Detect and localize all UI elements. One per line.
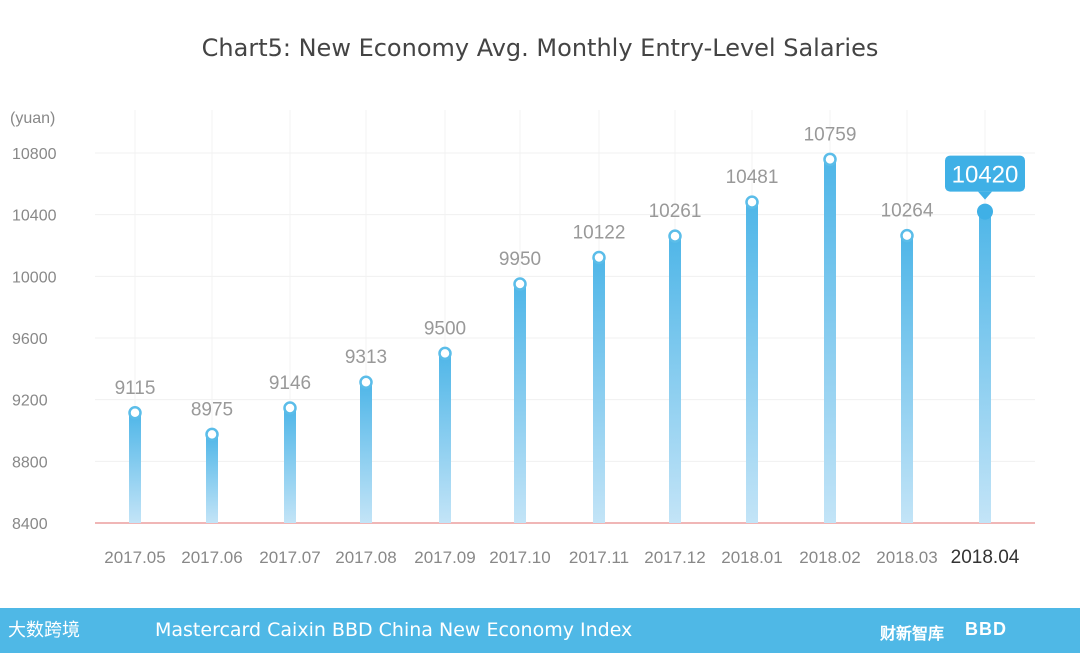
x-tick-label: 2017.09 <box>414 548 475 567</box>
footer-bar: 大数跨境 Mastercard Caixin BBD China New Eco… <box>0 608 1080 653</box>
data-point <box>823 152 837 167</box>
x-tick-label: 2018.04 <box>951 547 1020 568</box>
bar <box>824 159 836 523</box>
x-tick-label: 2017.05 <box>104 548 165 567</box>
footer-brand-caixin: 财新智库 <box>880 626 945 643</box>
bar-chart: 8400 8800 9200 9600 10000 10400 10800 (yuan) 911… <box>10 110 1035 568</box>
y-tick-label: 10800 <box>12 146 57 163</box>
bar <box>284 407 296 523</box>
data-label: 9313 <box>345 347 387 368</box>
bar <box>360 382 372 523</box>
x-tick-label: 2017.11 <box>569 548 629 567</box>
data-label: 10122 <box>573 223 626 244</box>
y-tick-label: 10400 <box>12 208 57 225</box>
x-tick-label: 2018.01 <box>721 548 782 567</box>
data-label: 10261 <box>649 201 702 222</box>
data-label: 9115 <box>115 378 156 399</box>
footer-logo: 大数跨境 <box>8 620 80 641</box>
data-point <box>745 195 759 209</box>
x-tick-label: 2017.12 <box>644 548 705 567</box>
x-tick-label: 2017.07 <box>259 548 320 567</box>
footer-source: Mastercard Caixin BBD China New Economy … <box>155 619 633 641</box>
data-point <box>283 401 297 415</box>
data-label: 10420 <box>952 162 1019 189</box>
data-label: 10481 <box>726 167 779 188</box>
highlight-callout-pointer <box>978 191 992 200</box>
bar <box>206 434 218 523</box>
y-tick-label: 8400 <box>12 516 48 533</box>
data-point <box>205 427 219 442</box>
y-tick-label: 9200 <box>12 393 48 410</box>
bar <box>439 353 451 523</box>
data-point <box>128 406 142 420</box>
y-tick-label: 10000 <box>12 269 57 286</box>
chart-title: Chart5: New Economy Avg. Monthly Entry-L… <box>201 34 879 62</box>
data-label: 10759 <box>804 124 857 145</box>
bar <box>514 284 526 523</box>
data-point <box>513 277 527 291</box>
data-label: 9500 <box>424 318 466 339</box>
data-point <box>438 346 452 361</box>
y-axis-label: (yuan) <box>10 110 55 127</box>
bar <box>129 412 141 523</box>
bar <box>746 202 758 523</box>
bar <box>669 236 681 524</box>
y-tick-label: 8800 <box>12 454 48 471</box>
data-label: 8975 <box>191 399 233 420</box>
data-label: 10264 <box>881 201 934 222</box>
y-tick-label: 9600 <box>12 331 48 348</box>
highlight-callout <box>945 155 1025 192</box>
data-point <box>592 250 606 265</box>
x-tick-label: 2018.03 <box>876 548 937 567</box>
bar <box>593 257 605 523</box>
x-tick-label: 2017.08 <box>335 548 396 567</box>
bar <box>901 235 913 523</box>
data-point <box>359 375 373 389</box>
x-tick-label: 2018.02 <box>799 548 860 567</box>
x-tick-label: 2017.06 <box>181 548 242 567</box>
data-point <box>668 229 682 243</box>
data-point-highlight <box>977 203 993 220</box>
x-tick-label: 2017.10 <box>489 548 550 567</box>
footer-brand-bbd: BBD <box>965 619 1007 639</box>
data-label: 9950 <box>499 249 541 270</box>
data-label: 9146 <box>269 373 311 394</box>
data-point <box>900 228 914 243</box>
bar <box>979 211 991 524</box>
